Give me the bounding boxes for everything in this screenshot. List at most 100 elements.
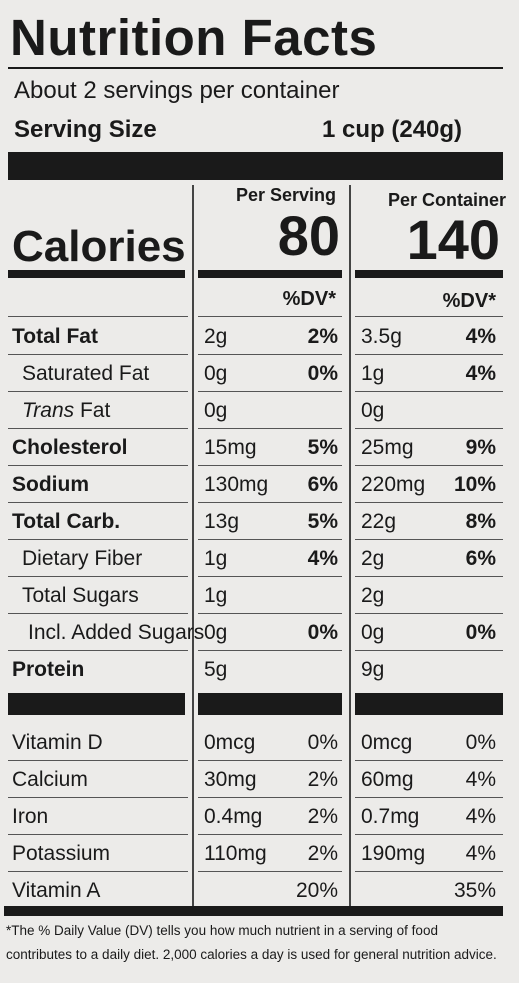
row-divider [198, 428, 342, 429]
serving-amount: 110mg [204, 842, 267, 865]
row-divider [198, 465, 342, 466]
serving-amount: 0g [204, 362, 228, 385]
serving-amount: 0mcg [204, 731, 256, 754]
nutrient-name-italic: Trans [22, 399, 75, 422]
row-divider [198, 391, 342, 392]
nutrient-name-text: Cholesterol [12, 436, 128, 459]
container-amount: 25mg [361, 436, 414, 459]
vitamin-row: Iron 0.4mg 2% 0.7mg 4% [0, 798, 519, 835]
serving-size-value: 1 cup (240g) [322, 116, 463, 143]
row-divider [8, 760, 188, 761]
thick-divider-top [8, 152, 503, 180]
row-divider [355, 834, 503, 835]
serving-dv: 2% [307, 325, 338, 348]
container-dv: 35% [453, 879, 496, 902]
container-amount: 190mg [361, 842, 426, 865]
serving-amount: 2g [204, 325, 228, 348]
container-amount: 2g [361, 584, 385, 607]
label-title: Nutrition Facts [10, 9, 378, 66]
row-divider [198, 539, 342, 540]
container-dv: 4% [465, 325, 496, 348]
row-divider [8, 613, 188, 614]
container-dv: 9% [465, 436, 496, 459]
footnote-line-1: *The % Daily Value (DV) tells you how mu… [6, 923, 438, 938]
container-dv: 4% [465, 805, 496, 828]
serving-amount: 15mg [204, 436, 257, 459]
row-divider [8, 391, 188, 392]
dv-header-serving: %DV* [282, 288, 336, 310]
thick-divider-bottom [4, 906, 503, 916]
row-divider [355, 502, 503, 503]
row-divider [355, 391, 503, 392]
vitamin-name: Vitamin D [12, 731, 103, 754]
row-divider [8, 834, 188, 835]
serving-dv: 20% [295, 879, 338, 902]
nutrient-name: Dietary Fiber [22, 547, 142, 571]
row-divider [355, 465, 503, 466]
row-divider [198, 760, 342, 761]
row-divider [8, 650, 188, 651]
container-amount: 2g [361, 547, 385, 570]
container-amount: 3.5g [361, 325, 402, 348]
row-divider [198, 834, 342, 835]
serving-dv: 5% [307, 436, 338, 459]
nutrient-row: Total Fat 2g 2% 3.5g 4% [0, 318, 519, 355]
nutrient-name: Protein [12, 658, 84, 682]
column-separator-1 [192, 185, 194, 912]
nutrient-name-text: Sodium [12, 473, 89, 496]
nutrient-name-text: Protein [12, 658, 85, 681]
serving-amount: 0.4mg [204, 805, 263, 828]
nutrient-name: Saturated Fat [22, 362, 149, 386]
row-divider [355, 539, 503, 540]
nutrient-name: Total Sugars [22, 584, 139, 608]
serving-amount: 0g [204, 621, 228, 644]
serving-dv: 0% [307, 621, 338, 644]
nutrient-name: Total Carb. [12, 510, 120, 534]
row-divider [8, 465, 188, 466]
per-container-header: Per Container [388, 190, 507, 210]
nutrient-name: Incl. Added Sugars [28, 621, 204, 645]
nutrient-row: Cholesterol 15mg 5% 25mg 9% [0, 429, 519, 466]
title-rule [8, 67, 503, 69]
container-dv: 8% [465, 510, 496, 533]
serving-dv: 2% [307, 842, 338, 865]
row-divider [8, 316, 188, 317]
row-divider [198, 797, 342, 798]
thick-divider-vitamins-3 [355, 693, 503, 715]
container-dv: 4% [465, 768, 496, 791]
nutrient-name: Cholesterol [12, 436, 128, 460]
serving-size-label: Serving Size [14, 116, 157, 143]
container-dv: 4% [465, 362, 496, 385]
container-amount: 22g [361, 510, 397, 533]
servings-per-container: About 2 servings per container [14, 77, 340, 104]
calories-bar-1 [8, 270, 185, 278]
row-divider [198, 502, 342, 503]
container-amount: 1g [361, 362, 385, 385]
row-divider [8, 576, 188, 577]
nutrient-row: Trans Fat 0g 0g [0, 392, 519, 429]
serving-amount: 5g [204, 658, 228, 681]
calories-label: Calories [12, 222, 186, 271]
vitamin-name: Vitamin A [12, 879, 101, 902]
row-divider [8, 428, 188, 429]
serving-amount: 1g [204, 547, 228, 570]
row-divider [355, 871, 503, 872]
serving-dv: 5% [307, 510, 338, 533]
nutrient-name: Total Fat [12, 325, 98, 349]
serving-dv: 0% [307, 362, 338, 385]
serving-amount: 13g [204, 510, 240, 533]
nutrient-name-text: Total Fat [12, 325, 98, 348]
container-amount: 60mg [361, 768, 414, 791]
row-divider [355, 428, 503, 429]
row-divider [198, 871, 342, 872]
nutrient-row: Saturated Fat 0g 0% 1g 4% [0, 355, 519, 392]
row-divider [8, 354, 188, 355]
vitamin-row: Vitamin D 0mcg 0% 0mcg 0% [0, 724, 519, 761]
nutrient-name-text: Saturated Fat [22, 362, 150, 385]
nutrient-name-text: Total Carb. [12, 510, 121, 533]
serving-dv: 0% [307, 731, 338, 754]
container-amount: 220mg [361, 473, 426, 496]
nutrient-name: Trans Fat [22, 399, 110, 423]
calories-per-container: 140 [406, 208, 500, 271]
